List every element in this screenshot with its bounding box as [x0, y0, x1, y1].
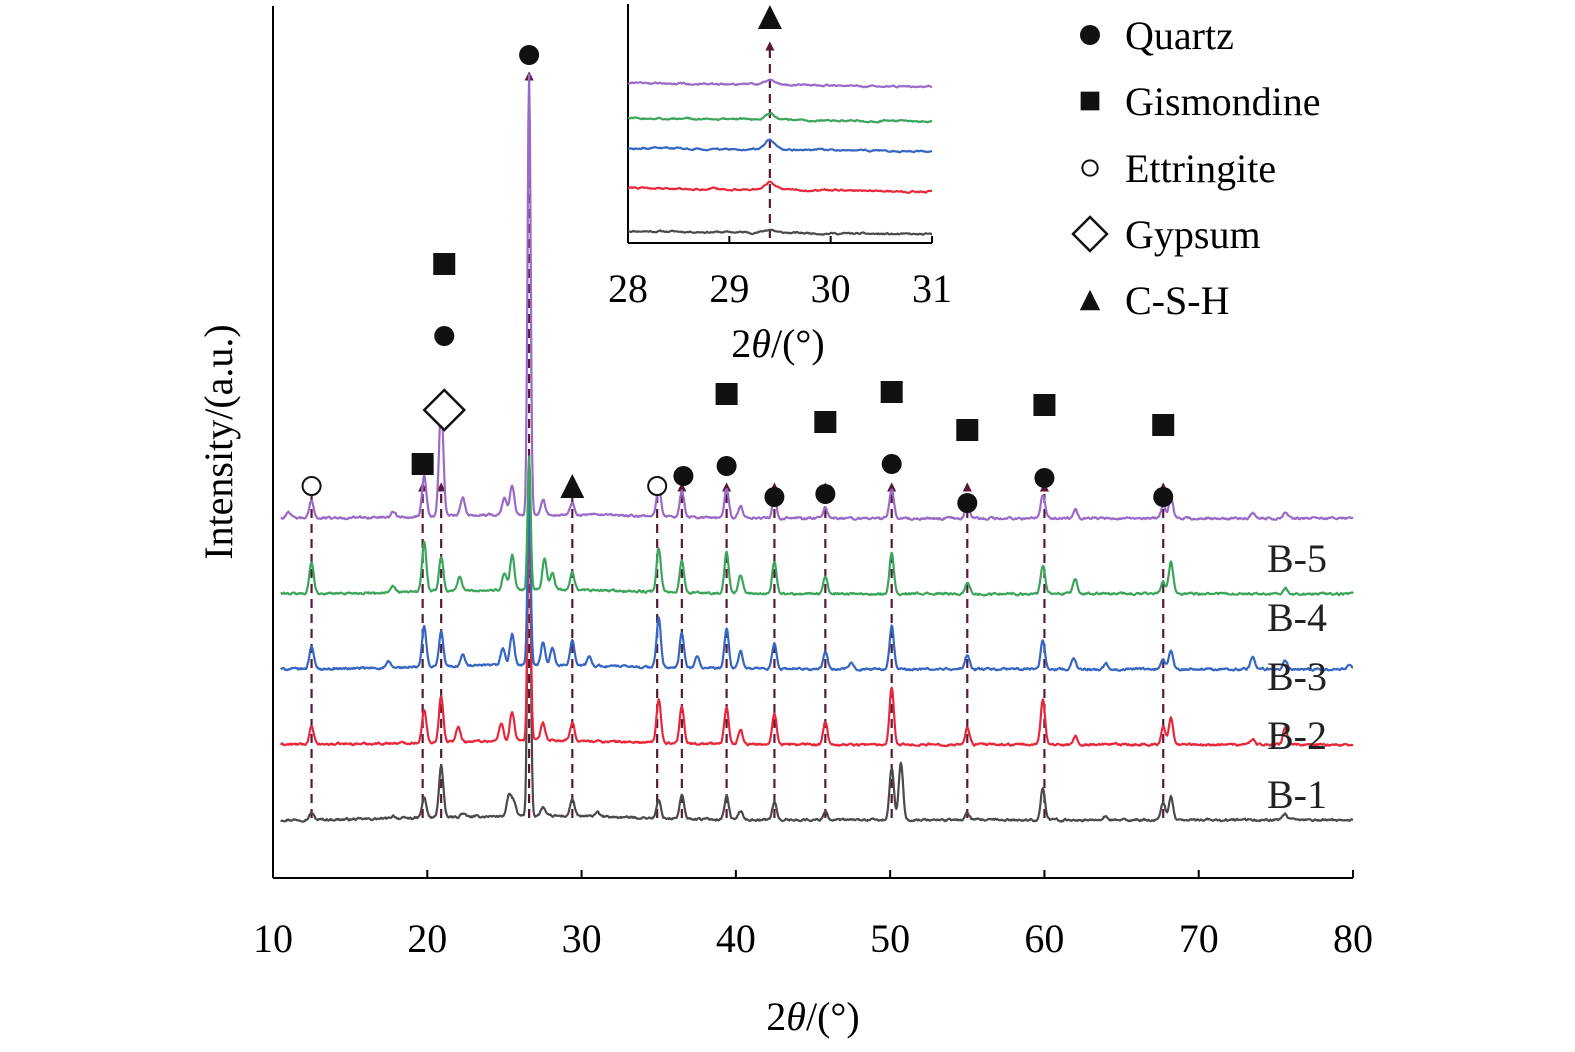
legend-label: C-S-H [1125, 278, 1229, 323]
legend-label: Ettringite [1125, 146, 1276, 191]
gismondine-marker [1033, 394, 1056, 416]
gismondine-marker [956, 419, 979, 441]
gypsum-marker [1071, 215, 1109, 253]
inset-x-axis-label-prefix: 2 [731, 321, 751, 366]
ettringite-marker [301, 476, 322, 496]
gismondine-marker [1080, 91, 1100, 111]
series-line-b-1 [280, 455, 1354, 823]
gismondine-marker [715, 383, 738, 405]
phase-markers [301, 45, 1175, 513]
csh-marker [757, 5, 782, 29]
main-axes [272, 6, 1353, 879]
series-layer [279, 73, 1354, 823]
quartz-marker [673, 466, 694, 486]
inset-x-tick-label: 31 [912, 266, 952, 311]
x-tick-label: 80 [1333, 916, 1373, 961]
inset-x-tick-label: 30 [811, 266, 851, 311]
inset-x-tick-label: 28 [608, 266, 648, 311]
quartz-marker [957, 493, 978, 513]
series-line-b-2 [279, 502, 1354, 748]
gismondine-marker [814, 411, 837, 433]
inset-chart: 28 29 30 31 2θ/(°) [608, 4, 952, 366]
inset-x-axis-label-theta: θ [751, 321, 771, 366]
inset-x-tick-label: 29 [709, 266, 749, 311]
legend-label: Quartz [1125, 13, 1234, 58]
inset-x-axis-label: 2θ/(°) [731, 321, 824, 366]
inset-series [627, 78, 933, 236]
x-ticks: 10 20 30 40 50 60 70 80 [253, 870, 1373, 961]
inset-series-line-b-5 [627, 78, 933, 89]
legend-item-ettringite: Ettringite [1081, 146, 1276, 191]
series-line-b-5 [280, 73, 1354, 522]
legend-item-quartz: Quartz [1080, 13, 1234, 58]
inset-x-axis-label-suffix: /(°) [771, 321, 825, 366]
gismondine-marker [1152, 414, 1175, 436]
legend-label: Gypsum [1125, 212, 1261, 257]
inset-series-line-b-1 [627, 228, 932, 236]
series-label: B-3 [1267, 654, 1327, 699]
quartz-marker [881, 454, 902, 474]
x-axis-label-suffix: /(°) [806, 994, 860, 1039]
x-tick-label: 10 [253, 916, 293, 961]
quartz-marker [716, 456, 737, 476]
x-axis-label-prefix: 2 [766, 994, 786, 1039]
series-labels: B-1 B-2 B-3 B-4 B-5 [1267, 536, 1327, 817]
quartz-marker [434, 326, 455, 346]
series-label: B-5 [1267, 536, 1327, 581]
legend-item-csh: C-S-H [1079, 278, 1229, 323]
series-label: B-4 [1267, 595, 1327, 640]
series-line-b-4 [280, 455, 1354, 597]
ettringite-marker [647, 476, 668, 496]
quartz-marker [764, 487, 785, 507]
x-tick-label: 60 [1024, 916, 1064, 961]
ettringite-marker [1081, 159, 1099, 177]
x-tick-label: 50 [870, 916, 910, 961]
legend-item-gismondine: Gismondine [1080, 79, 1321, 124]
series-label: B-2 [1267, 713, 1327, 758]
x-axis-label-theta: θ [786, 994, 806, 1039]
inset-series-line-b-4 [627, 112, 933, 124]
x-tick-label: 20 [407, 916, 447, 961]
gismondine-marker [433, 253, 456, 275]
quartz-marker [815, 484, 836, 504]
inset-reference-line [757, 5, 782, 238]
x-tick-label: 30 [562, 916, 602, 961]
quartz-marker [519, 45, 540, 65]
csh-marker [560, 474, 585, 498]
csh-marker [1079, 289, 1101, 311]
legend-label: Gismondine [1125, 79, 1321, 124]
inset-series-line-b-3 [627, 138, 933, 154]
quartz-marker [1034, 468, 1055, 488]
quartz-marker [1153, 487, 1174, 507]
series-line-b-3 [279, 489, 1354, 672]
inset-ticks: 28 29 30 31 [608, 236, 952, 311]
y-axis-label: Intensity/(a.u.) [196, 324, 241, 560]
x-tick-label: 40 [716, 916, 756, 961]
gismondine-marker [880, 381, 903, 403]
x-axis-label: 2θ/(°) [766, 994, 859, 1039]
inset-series-line-b-2 [627, 180, 933, 195]
legend-item-gypsum: Gypsum [1071, 212, 1261, 257]
gypsum-marker [422, 388, 467, 432]
gismondine-marker [411, 453, 434, 475]
quartz-marker [1080, 25, 1100, 45]
x-tick-label: 70 [1179, 916, 1219, 961]
legend: Quartz Gismondine Ettringite Gypsum C-S-H [1071, 13, 1321, 323]
series-label: B-1 [1267, 772, 1327, 817]
